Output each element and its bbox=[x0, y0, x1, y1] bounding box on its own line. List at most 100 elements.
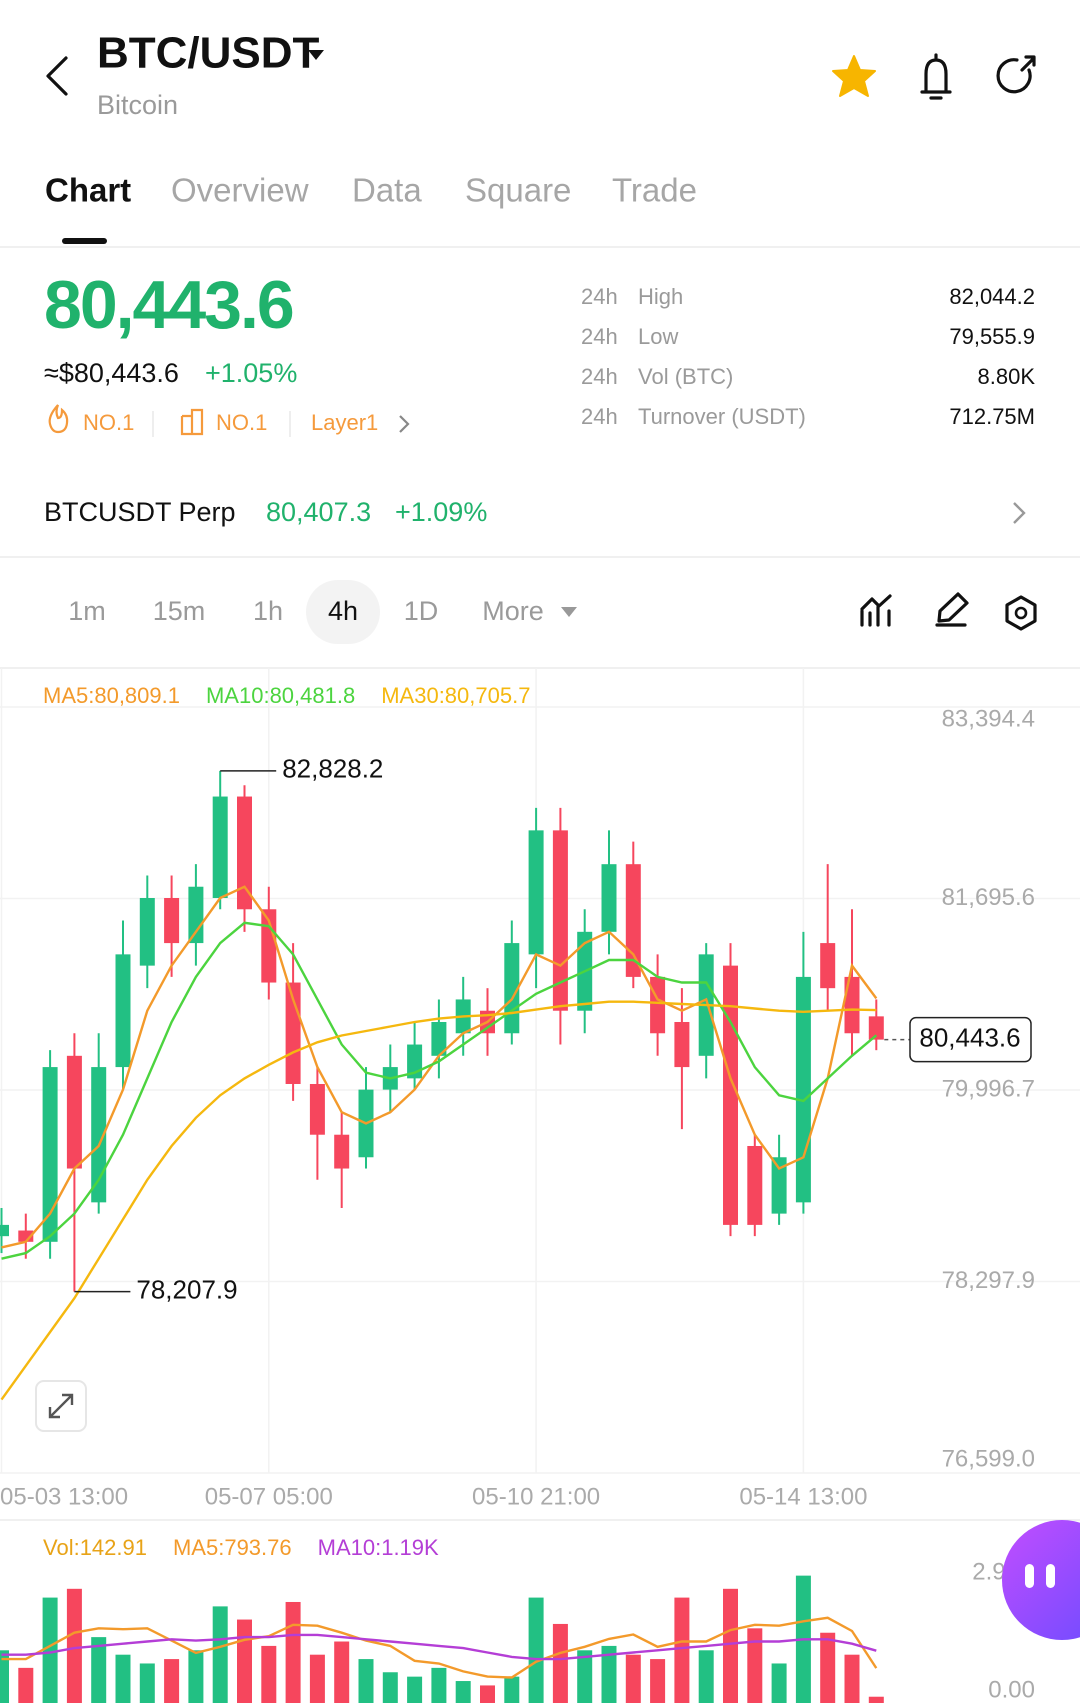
candle-body bbox=[625, 864, 641, 977]
volume-ma-line bbox=[1, 1616, 878, 1679]
candle-body bbox=[334, 1134, 350, 1169]
volume-bar bbox=[66, 1588, 82, 1703]
candle-body bbox=[18, 1230, 34, 1242]
interval[interactable]: 4h bbox=[328, 596, 358, 626]
interval-selected bbox=[306, 580, 380, 644]
candle-body bbox=[261, 909, 277, 983]
tab[interactable]: Chart bbox=[45, 172, 131, 209]
candle-body bbox=[868, 1016, 884, 1040]
candle-body bbox=[164, 897, 180, 944]
volume-bar bbox=[139, 1663, 155, 1703]
candle-body bbox=[771, 1157, 787, 1214]
legend-entry: MA10:1.19K bbox=[318, 1535, 439, 1560]
stat-value: 712.75M bbox=[949, 404, 1035, 429]
y-tick-label: 83,394.4 bbox=[942, 705, 1035, 732]
stat-period: 24h bbox=[581, 364, 618, 389]
tab[interactable]: Data bbox=[352, 172, 422, 209]
x-tick-label: 05-10 21:00 bbox=[472, 1483, 600, 1510]
volume-bar bbox=[820, 1632, 836, 1703]
perp-change: +1.09% bbox=[395, 497, 487, 527]
stat-period: 24h bbox=[581, 404, 618, 429]
volume-bar bbox=[18, 1667, 34, 1703]
alert-bell[interactable] bbox=[920, 53, 952, 100]
annotation-label: 78,207.9 bbox=[136, 1275, 237, 1305]
y-tick-label: 79,996.7 bbox=[942, 1075, 1035, 1102]
interval[interactable]: 1m bbox=[68, 596, 106, 626]
volume-bar bbox=[674, 1597, 690, 1703]
candle-body bbox=[528, 830, 544, 955]
annotation-label: 82,828.2 bbox=[282, 754, 383, 784]
candle-body bbox=[66, 1055, 82, 1169]
volume-bar bbox=[650, 1659, 666, 1703]
tab[interactable]: Trade bbox=[612, 172, 697, 209]
volume-bar bbox=[504, 1676, 520, 1703]
last-price-box bbox=[909, 1016, 1032, 1063]
perp-row[interactable]: BTCUSDT Perp 80,407.3 +1.09% bbox=[44, 497, 1026, 527]
volume-bar bbox=[309, 1654, 325, 1703]
assistant-bubble[interactable] bbox=[1002, 1520, 1080, 1640]
chevron bbox=[1013, 502, 1026, 524]
candle-body bbox=[115, 954, 131, 1068]
volume-ma-line bbox=[1, 1633, 877, 1661]
symbol-dropdown[interactable] bbox=[308, 50, 324, 60]
share-button[interactable] bbox=[996, 55, 1036, 94]
more-dropdown[interactable] bbox=[561, 607, 577, 617]
volume-bar bbox=[552, 1623, 568, 1703]
stat-period: 24h bbox=[581, 284, 618, 309]
change-percent: +1.05% bbox=[205, 358, 297, 388]
last-price: 80,443.6 bbox=[44, 267, 293, 343]
fiat-price: ≈$80,443.6 bbox=[44, 358, 179, 388]
legend-entry: Vol:142.91 bbox=[43, 1535, 147, 1560]
indicator-button[interactable] bbox=[860, 594, 892, 627]
volume-bar bbox=[747, 1628, 763, 1703]
interval[interactable]: More bbox=[482, 596, 544, 626]
volume-bar bbox=[212, 1606, 228, 1703]
favorite-star[interactable] bbox=[832, 55, 876, 97]
perp-name: BTCUSDT Perp bbox=[44, 497, 236, 527]
settings-button[interactable] bbox=[1005, 595, 1037, 631]
legend-entry: MA30:80,705.7 bbox=[381, 683, 530, 708]
tag[interactable]: Layer1 bbox=[311, 410, 378, 435]
chevron[interactable] bbox=[399, 415, 410, 433]
tab-indicator bbox=[62, 238, 107, 244]
interval[interactable]: 1D bbox=[404, 596, 439, 626]
y-tick-label: 81,695.6 bbox=[942, 884, 1035, 911]
coin-name: Bitcoin bbox=[97, 90, 178, 120]
candle-body bbox=[650, 976, 666, 1034]
volume-bar bbox=[601, 1645, 617, 1703]
tab[interactable]: Square bbox=[465, 172, 571, 209]
hot-icon bbox=[48, 404, 69, 434]
candle-body bbox=[504, 943, 520, 1034]
candle-body bbox=[139, 897, 155, 966]
candle-body bbox=[212, 796, 228, 898]
expand-button[interactable] bbox=[35, 1380, 87, 1432]
volume-bar bbox=[407, 1676, 423, 1703]
tab[interactable]: Overview bbox=[171, 172, 309, 209]
volume-bar bbox=[115, 1654, 131, 1703]
symbol[interactable]: BTC/USDT bbox=[97, 29, 320, 78]
candle-body bbox=[601, 864, 617, 932]
stat-value: 79,555.9 bbox=[949, 324, 1035, 349]
stat-value: 82,044.2 bbox=[949, 284, 1035, 309]
x-tick-label: 05-14 13:00 bbox=[739, 1483, 867, 1510]
price-chart: 83,394.4 81,695.6 79,996.7 78,297.9 76,599.0… bbox=[0, 668, 1080, 1510]
volume-bar bbox=[188, 1650, 204, 1703]
candle-body bbox=[674, 1021, 690, 1068]
candle-body bbox=[91, 1067, 107, 1203]
stat-label: Low bbox=[638, 324, 678, 349]
volume-bar bbox=[723, 1588, 738, 1703]
draw-button[interactable] bbox=[935, 592, 969, 627]
volume-bar bbox=[577, 1650, 593, 1703]
last-price-label: 80,443.6 bbox=[919, 1022, 1020, 1052]
volume-bar bbox=[528, 1597, 544, 1703]
back-button[interactable] bbox=[46, 56, 68, 96]
interval[interactable]: 15m bbox=[153, 596, 206, 626]
y-tick-label: 76,599.0 bbox=[942, 1445, 1035, 1472]
volume-bar bbox=[625, 1654, 641, 1703]
interval[interactable]: 1h bbox=[253, 596, 283, 626]
candle-body bbox=[42, 1067, 58, 1242]
volume-bar bbox=[164, 1659, 180, 1703]
stat-label: Turnover (USDT) bbox=[638, 404, 806, 429]
stat-label: Vol (BTC) bbox=[638, 364, 733, 389]
